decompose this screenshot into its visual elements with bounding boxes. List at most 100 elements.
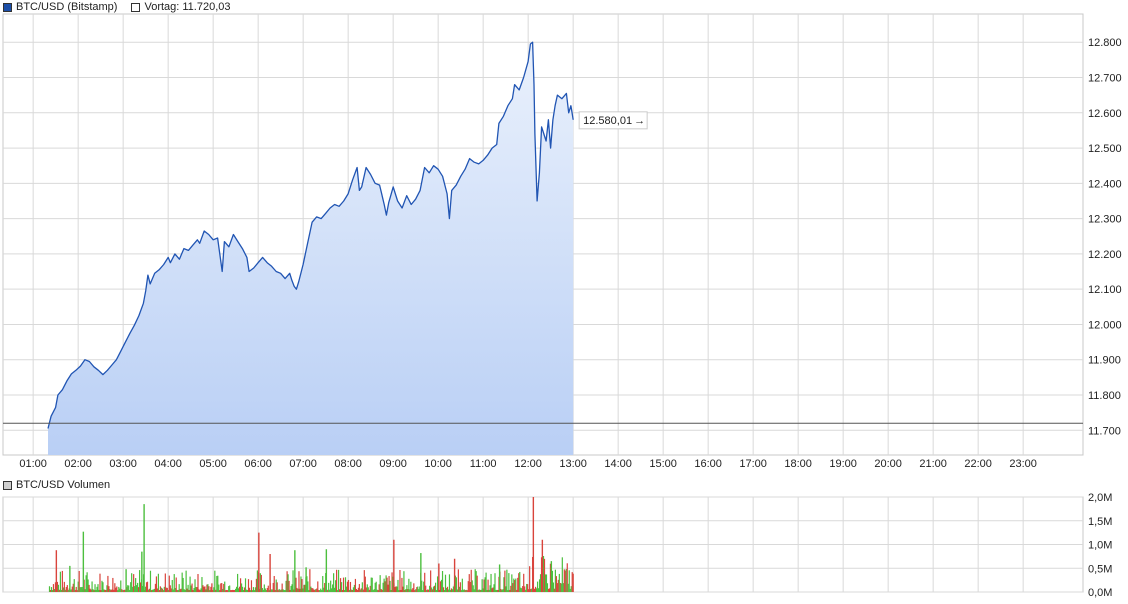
- volume-bar: [226, 589, 228, 592]
- volume-bar: [312, 588, 314, 592]
- volume-bar: [59, 571, 61, 592]
- volume-bar: [524, 586, 526, 592]
- volume-bar: [182, 577, 184, 592]
- volume-bar: [200, 588, 202, 592]
- volume-bar: [373, 589, 375, 592]
- volume-bar: [81, 586, 83, 592]
- volume-bar: [187, 584, 189, 592]
- volume-bar: [301, 579, 303, 592]
- volume-bar: [562, 583, 564, 592]
- volume-y-tick-label: 2,0M: [1088, 492, 1112, 504]
- volume-bar: [534, 586, 537, 592]
- volume-bar: [504, 570, 506, 592]
- volume-bar: [357, 587, 359, 592]
- volume-bar: [66, 585, 68, 592]
- volume-bar: [180, 588, 182, 592]
- volume-bar: [560, 583, 562, 592]
- volume-bar: [221, 583, 223, 592]
- volume-bar: [184, 589, 186, 592]
- y-tick-label: 11.700: [1088, 425, 1121, 437]
- volume-bar: [402, 586, 404, 592]
- volume-bar: [149, 570, 152, 592]
- volume-bar: [90, 589, 92, 592]
- volume-bar-spike: [453, 558, 456, 592]
- volume-bar: [160, 587, 162, 592]
- volume-bar: [459, 582, 461, 592]
- volume-bar: [546, 583, 549, 592]
- volume-bar: [105, 590, 107, 592]
- volume-bar: [306, 576, 308, 592]
- volume-bar: [405, 589, 407, 592]
- volume-bar: [310, 586, 312, 592]
- volume-bar: [179, 589, 181, 592]
- volume-bar: [288, 580, 290, 592]
- volume-bar: [296, 587, 298, 592]
- volume-bar: [378, 584, 380, 592]
- volume-bar: [98, 589, 100, 592]
- legend-item-prev[interactable]: Vortag: 11.720,03: [131, 1, 231, 13]
- volume-bar: [51, 590, 54, 592]
- volume-bar: [400, 589, 402, 592]
- volume-bar: [412, 588, 414, 592]
- volume-bar: [380, 588, 382, 592]
- volume-bar: [203, 586, 205, 592]
- volume-bar: [329, 589, 331, 592]
- volume-bar: [394, 587, 396, 592]
- price-panel: 01:00 02:00 03:00 04:00 05:00 06:00 07:00 08:00…: [2, 13, 1122, 470]
- volume-bar-spike: [258, 532, 260, 592]
- volume-bar: [299, 588, 301, 592]
- y-tick-label: 12.600: [1088, 108, 1122, 120]
- volume-bar: [219, 590, 221, 592]
- prev-label: Vortag: 11.720,03: [144, 1, 231, 13]
- volume-bar: [61, 570, 63, 592]
- volume-bar: [50, 587, 53, 592]
- volume-bar: [397, 579, 399, 592]
- volume-bar: [565, 568, 567, 592]
- volume-bar: [549, 563, 552, 592]
- volume-bar: [434, 585, 436, 592]
- volume-bar: [110, 590, 112, 592]
- volume-bar: [431, 587, 433, 592]
- volume-bar: [308, 590, 310, 592]
- x-tick-label: 03:00: [109, 458, 137, 470]
- volume-bar: [151, 589, 154, 592]
- legend-item-series[interactable]: BTC/USD (Bitstamp): [3, 1, 117, 13]
- volume-bar: [485, 572, 487, 592]
- volume-bar-spike: [438, 563, 440, 592]
- volume-bar: [222, 588, 224, 592]
- volume-bar: [344, 577, 347, 592]
- volume-bar: [171, 579, 173, 592]
- volume-bar: [118, 586, 120, 592]
- volume-bar: [514, 580, 516, 592]
- x-tick-label: 01:00: [19, 458, 47, 470]
- volume-swatch-icon: [3, 480, 12, 490]
- volume-bar: [398, 590, 400, 592]
- volume-bar: [428, 589, 430, 592]
- volume-bar: [276, 582, 278, 592]
- volume-bar: [141, 586, 144, 592]
- volume-bar: [342, 577, 345, 592]
- volume-bar: [474, 569, 476, 592]
- volume-bar: [448, 574, 451, 592]
- volume-bar: [366, 584, 368, 592]
- volume-bar: [364, 576, 366, 592]
- volume-bar: [520, 587, 522, 592]
- volume-bar: [214, 570, 216, 592]
- volume-bar: [181, 572, 183, 592]
- volume-bar: [96, 586, 98, 592]
- volume-bar: [427, 589, 429, 592]
- legend-item-volume[interactable]: BTC/USD Volumen: [3, 479, 110, 491]
- volume-bar: [228, 586, 230, 592]
- volume-bar: [495, 590, 497, 592]
- volume-bar-spike: [550, 561, 553, 592]
- volume-bar: [216, 575, 218, 592]
- volume-bar-spike: [125, 569, 127, 592]
- volume-bar: [290, 585, 292, 592]
- volume-bar: [501, 590, 503, 592]
- volume-bar: [287, 574, 289, 592]
- volume-bar: [185, 570, 187, 592]
- volume-bar: [353, 584, 356, 592]
- volume-bar: [274, 589, 276, 592]
- volume-bar: [532, 556, 534, 592]
